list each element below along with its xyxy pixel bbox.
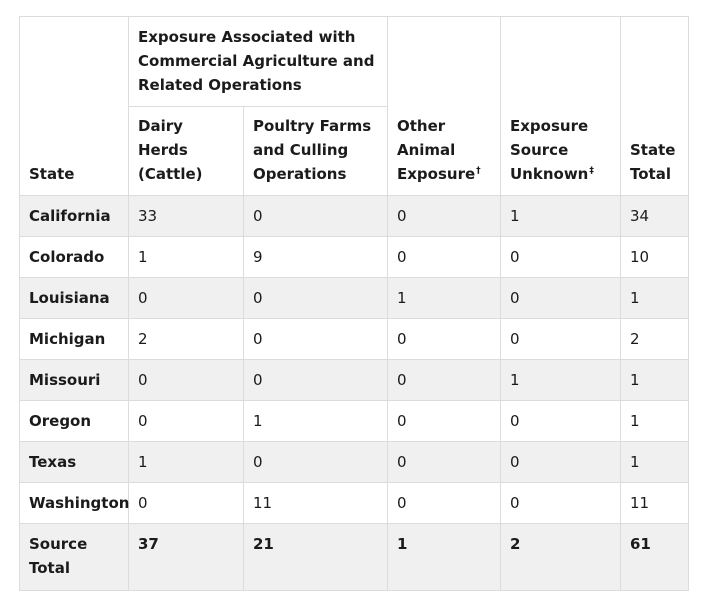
table-row: Oregon 0 1 0 0 1 (19, 400, 689, 442)
totals-label: Source Total (19, 523, 129, 591)
cell-poultry: 0 (243, 441, 388, 483)
header-poultry-farms: Poultry Farms and Culling Operations (243, 106, 388, 196)
cell-unknown: 0 (500, 400, 621, 442)
cell-dairy: 0 (128, 400, 244, 442)
table-row: Washington 0 11 0 0 11 (19, 482, 689, 524)
cell-total: 1 (620, 441, 689, 483)
grand-total: 61 (620, 523, 689, 591)
cell-poultry: 0 (243, 277, 388, 319)
cell-poultry: 0 (243, 195, 388, 237)
header-group-commercial-agriculture: Exposure Associated with Commercial Agri… (128, 16, 388, 107)
cell-unknown: 1 (500, 359, 621, 401)
cell-other: 0 (387, 482, 501, 524)
cell-dairy: 1 (128, 236, 244, 278)
table-row: Michigan 2 0 0 0 2 (19, 318, 689, 360)
cell-total: 1 (620, 400, 689, 442)
cell-dairy: 33 (128, 195, 244, 237)
row-state: Michigan (19, 318, 129, 360)
cell-poultry: 9 (243, 236, 388, 278)
cell-poultry: 0 (243, 359, 388, 401)
cell-total: 11 (620, 482, 689, 524)
cell-other: 0 (387, 195, 501, 237)
cell-total: 1 (620, 277, 689, 319)
total-other: 1 (387, 523, 501, 591)
dagger-footnote-mark: † (476, 166, 481, 176)
total-unknown: 2 (500, 523, 621, 591)
cell-dairy: 0 (128, 482, 244, 524)
row-state: Louisiana (19, 277, 129, 319)
table-row: Colorado 1 9 0 0 10 (19, 236, 689, 278)
cell-dairy: 2 (128, 318, 244, 360)
cell-other: 0 (387, 441, 501, 483)
table-header: State Exposure Associated with Commercia… (19, 16, 689, 196)
cell-total: 34 (620, 195, 689, 237)
cell-total: 1 (620, 359, 689, 401)
table-body: California 33 0 0 1 34 Colorado 1 9 0 0 … (19, 195, 689, 591)
header-unknown-label: Exposure Source Unknown (510, 117, 589, 183)
cell-other: 0 (387, 359, 501, 401)
cell-unknown: 0 (500, 318, 621, 360)
row-state: Washington (19, 482, 129, 524)
table-row: Missouri 0 0 0 1 1 (19, 359, 689, 401)
row-state: Texas (19, 441, 129, 483)
header-dairy-herds: Dairy Herds (Cattle) (128, 106, 244, 196)
row-state: Colorado (19, 236, 129, 278)
total-dairy: 37 (128, 523, 244, 591)
table-container: State Exposure Associated with Commercia… (19, 16, 689, 591)
header-other-label: Other Animal Exposure (397, 117, 476, 183)
header-other-animal-exposure: Other Animal Exposure† (387, 16, 501, 196)
row-state: Oregon (19, 400, 129, 442)
cell-unknown: 1 (500, 195, 621, 237)
header-state-total: State Total (620, 16, 689, 196)
cell-other: 0 (387, 236, 501, 278)
total-poultry: 21 (243, 523, 388, 591)
cell-other: 0 (387, 318, 501, 360)
cell-dairy: 0 (128, 277, 244, 319)
cell-total: 2 (620, 318, 689, 360)
cell-dairy: 1 (128, 441, 244, 483)
cell-unknown: 0 (500, 482, 621, 524)
table-row: Texas 1 0 0 0 1 (19, 441, 689, 483)
cell-poultry: 0 (243, 318, 388, 360)
header-state: State (19, 16, 129, 196)
cases-by-exposure-table: State Exposure Associated with Commercia… (19, 16, 689, 591)
cell-unknown: 0 (500, 441, 621, 483)
cell-dairy: 0 (128, 359, 244, 401)
cell-total: 10 (620, 236, 689, 278)
cell-unknown: 0 (500, 236, 621, 278)
double-dagger-footnote-mark: ‡ (589, 166, 594, 176)
cell-poultry: 11 (243, 482, 388, 524)
totals-row: Source Total 37 21 1 2 61 (19, 523, 689, 591)
cell-unknown: 0 (500, 277, 621, 319)
row-state: Missouri (19, 359, 129, 401)
table-row: California 33 0 0 1 34 (19, 195, 689, 237)
row-state: California (19, 195, 129, 237)
cell-other: 1 (387, 277, 501, 319)
cell-poultry: 1 (243, 400, 388, 442)
header-exposure-source-unknown: Exposure Source Unknown‡ (500, 16, 621, 196)
table-row: Louisiana 0 0 1 0 1 (19, 277, 689, 319)
cell-other: 0 (387, 400, 501, 442)
